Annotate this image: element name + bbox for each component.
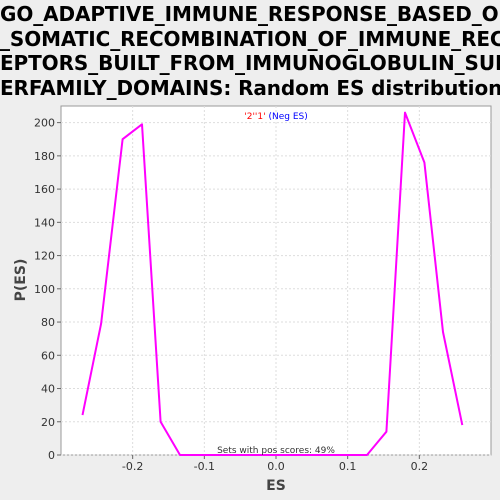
y-tick-label: 200 [34, 117, 55, 130]
series-layer [81, 111, 464, 456]
y-tick-label: 120 [34, 250, 55, 263]
chart-title-line: _SOMATIC_RECOMBINATION_OF_IMMUNE_REC [0, 26, 500, 51]
legend-series-label: '2''1' [244, 112, 265, 122]
legend-series-suffix: (Neg ES) [266, 112, 308, 122]
annotation-text: Sets with pos scores: 49% [217, 446, 335, 456]
y-tick-label: 180 [34, 150, 55, 163]
x-tick-label: 0.1 [339, 460, 357, 473]
y-tick-label: 160 [34, 183, 55, 196]
x-tick-label: 0.0 [267, 460, 285, 473]
y-tick-label: 100 [34, 283, 55, 296]
x-tick-label: -0.2 [122, 460, 143, 473]
x-tick-label: -0.1 [194, 460, 215, 473]
chart-title-line: EPTORS_BUILT_FROM_IMMUNOGLOBULIN_SUP [0, 51, 500, 75]
chart-title-line: GO_ADAPTIVE_IMMUNE_RESPONSE_BASED_ON [0, 2, 500, 26]
axes-layer: -0.2 -0.1 0.0 0.1 0.2 0 20 40 60 80 100 120 140 160 18… [34, 117, 428, 473]
y-tick-label: 20 [41, 416, 55, 429]
y-tick-label: 40 [41, 383, 55, 396]
y-tick-label: 60 [41, 349, 55, 362]
y-tick-label: 0 [48, 449, 55, 462]
y-tick-label: 80 [41, 316, 55, 329]
chart-title-line: ERFAMILY_DOMAINS: Random ES distribution [0, 75, 500, 100]
series-line [81, 111, 464, 456]
plot-area [60, 105, 492, 456]
legend-label: '2''1' (Neg ES) [244, 112, 308, 122]
y-axis-title: P(ES) [13, 259, 29, 302]
x-axis-title: ES [266, 478, 286, 494]
x-tick-label: 0.2 [411, 460, 429, 473]
y-tick-label: 140 [34, 216, 55, 229]
chart-title: GO_ADAPTIVE_IMMUNE_RESPONSE_BASED_ON _SO… [0, 2, 500, 100]
